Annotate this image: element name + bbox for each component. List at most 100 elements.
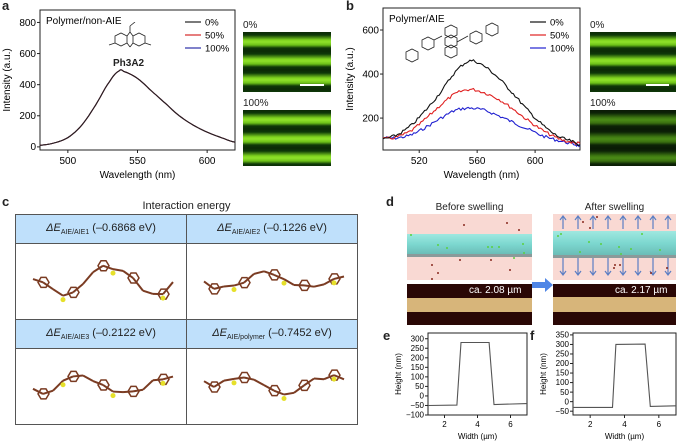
y-tick-label: 200 — [362, 113, 379, 124]
particle — [617, 245, 620, 248]
afm-image-before: ca. 2.08 µm — [407, 284, 532, 325]
bond — [223, 377, 235, 382]
particle — [618, 263, 621, 266]
molecule-model-aie2 — [186, 243, 358, 320]
particle — [410, 234, 413, 237]
y-tick-label: 0 — [30, 142, 36, 153]
aromatic-ring — [238, 276, 251, 289]
bond — [132, 277, 144, 292]
aromatic-ring — [37, 388, 50, 400]
bond — [303, 284, 315, 288]
aromatic-ring — [97, 259, 110, 272]
particle — [522, 252, 525, 255]
schematic-before — [407, 214, 532, 280]
up-arrow — [649, 215, 657, 229]
symbol: ΔE — [46, 326, 61, 339]
sulfur-atom — [60, 382, 66, 388]
legend-label: 50% — [550, 31, 570, 42]
particle — [666, 267, 669, 270]
aromatic-ring — [127, 272, 140, 284]
schematic-after — [553, 214, 676, 280]
bond — [122, 270, 134, 279]
interaction-energy-table: ΔEAIE/AIE1 (–0.6868 eV) ΔEAIE/AIE2 (–0.1… — [15, 214, 358, 425]
y-axis-label: Intensity (a.u.) — [345, 47, 356, 110]
series-line-50% — [39, 69, 236, 146]
x-tick-label: 6 — [657, 420, 662, 429]
bond — [82, 271, 94, 285]
x-tick-label: 4 — [622, 420, 627, 429]
bond — [283, 391, 295, 396]
bond — [112, 390, 124, 394]
y-tick-label: 250 — [411, 344, 425, 353]
bond — [273, 273, 285, 281]
down-arrow — [619, 258, 627, 276]
bond — [313, 377, 325, 381]
y-tick-label: 0 — [420, 392, 425, 401]
particle — [497, 246, 500, 249]
bond — [203, 380, 215, 388]
bond — [142, 289, 154, 295]
down-arrow — [574, 258, 582, 276]
bond — [52, 288, 64, 297]
particle — [462, 224, 465, 227]
x-tick-label: 560 — [469, 156, 486, 167]
energy-value: (–0.1226 eV) — [263, 221, 327, 234]
bond — [32, 387, 44, 395]
particle — [437, 243, 440, 246]
series-line-after — [573, 343, 677, 408]
particle — [489, 259, 492, 262]
up-arrow — [604, 215, 612, 229]
legend-label: 100% — [205, 44, 230, 55]
after-swelling-title: After swelling — [584, 202, 645, 213]
aromatic-ring — [268, 269, 281, 281]
bond — [263, 270, 275, 276]
x-axis-label: Width (µm) — [458, 432, 498, 441]
aromatic-ring — [37, 276, 50, 289]
molecular-model — [32, 259, 174, 303]
energy-header-aie2: ΔEAIE/AIE2 (–0.1226 eV) — [186, 214, 358, 244]
particle — [579, 250, 582, 253]
width-label-after: ca. 2.17 µm — [615, 285, 668, 296]
y-tick-label: −50 — [555, 407, 569, 416]
table-title: Interaction energy — [142, 200, 231, 212]
bond — [333, 275, 345, 280]
y-tick-label: 300 — [556, 340, 570, 349]
sulfur-atom — [60, 297, 66, 303]
particle — [641, 233, 644, 236]
down-arrow — [634, 258, 642, 276]
width-label-before: ca. 2.08 µm — [469, 285, 522, 296]
sulfur-atom — [231, 380, 237, 386]
bond — [92, 380, 104, 386]
particle — [446, 246, 449, 249]
bond — [102, 264, 114, 271]
y-tick-label: 800 — [19, 18, 36, 29]
sulfur-atom — [160, 295, 166, 301]
particle — [650, 272, 653, 275]
particle — [588, 241, 591, 243]
before-swelling-title: Before swelling — [435, 202, 504, 213]
x-tick-label: 550 — [129, 156, 146, 167]
up-arrow — [619, 215, 627, 229]
bond — [42, 389, 54, 395]
up-arrow — [574, 215, 582, 229]
molecular-model — [32, 370, 174, 400]
sulfur-atom — [281, 395, 287, 401]
sulfur-atom — [110, 393, 116, 399]
bond — [162, 375, 174, 381]
particle — [596, 215, 599, 218]
energy-header-aie3: ΔEAIE/AIE3 (–0.2122 eV) — [15, 319, 187, 349]
bond — [323, 278, 335, 286]
y-tick-label: 600 — [362, 25, 379, 36]
x-axis-label: Wavelength (nm) — [100, 170, 176, 181]
sulfur-atom — [160, 380, 166, 386]
legend-label: 0% — [205, 18, 219, 29]
x-tick-label: 600 — [527, 156, 544, 167]
fiber-stripe — [553, 297, 676, 312]
bond — [333, 374, 345, 381]
y-tick-label: −50 — [410, 401, 424, 410]
subscript: AIE/AIE3 — [60, 334, 90, 342]
particle — [513, 256, 516, 259]
plot-frame — [572, 332, 677, 416]
series-line-50% — [382, 87, 581, 146]
